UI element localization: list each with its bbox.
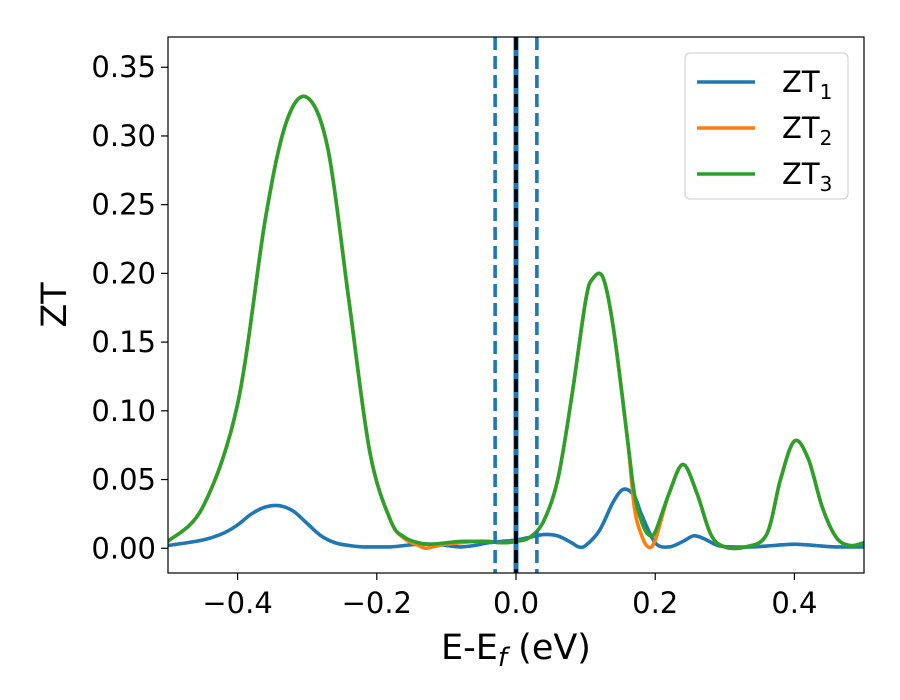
y-axis-label: ZT xyxy=(35,282,75,328)
legend-box xyxy=(684,52,849,200)
x-axis: −0.4 −0.2 0.0 0.2 0.4 xyxy=(202,573,817,620)
legend-label-zt2: ZT2 xyxy=(782,111,832,150)
y-tick-label: 0.05 xyxy=(91,463,156,497)
x-tick-label: −0.4 xyxy=(202,586,272,620)
y-tick-label: 0.25 xyxy=(91,188,156,222)
y-tick-label: 0.20 xyxy=(91,256,156,290)
y-tick-label: 0.10 xyxy=(91,394,156,428)
x-tick-label: 0.2 xyxy=(632,586,678,620)
y-tick-label: 0.00 xyxy=(91,531,156,565)
reference-lines xyxy=(493,37,539,573)
x-tick-label: 0.0 xyxy=(493,586,539,620)
y-axis: 0.00 0.05 0.10 0.15 0.20 0.25 0.30 0.35 xyxy=(91,50,168,565)
y-tick-label: 0.35 xyxy=(91,50,156,84)
legend: ZT1 ZT2 ZT3 xyxy=(684,52,849,200)
x-axis-label: E-Ef (eV) xyxy=(441,628,591,673)
y-tick-label: 0.15 xyxy=(91,325,156,359)
x-tick-label: −0.2 xyxy=(342,586,412,620)
legend-label-zt3: ZT3 xyxy=(782,157,832,196)
series-line-zt3 xyxy=(168,94,864,551)
series-layer xyxy=(168,94,864,551)
legend-label-zt1: ZT1 xyxy=(782,65,832,104)
x-tick-label: 0.4 xyxy=(771,586,817,620)
y-tick-label: 0.30 xyxy=(91,119,156,153)
